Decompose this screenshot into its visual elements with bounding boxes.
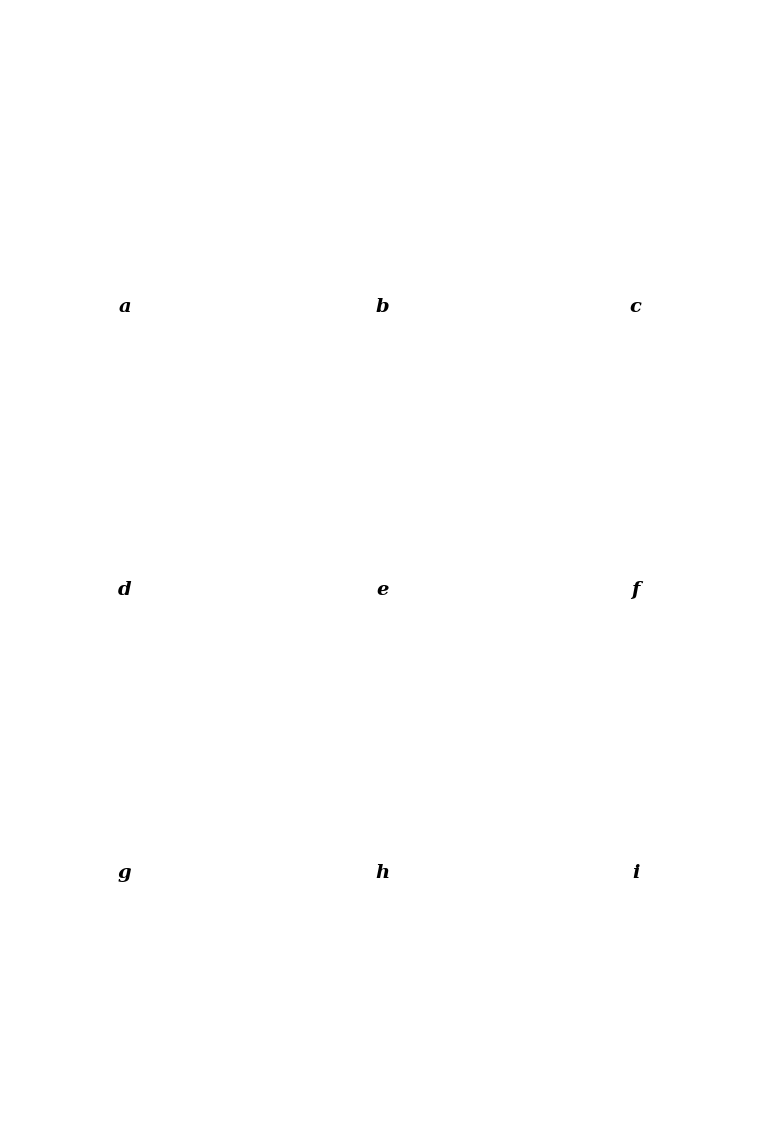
Text: f: f: [631, 581, 640, 599]
Text: b: b: [376, 298, 389, 316]
Text: c: c: [630, 298, 641, 316]
Text: e: e: [376, 581, 389, 599]
Text: a: a: [118, 298, 131, 316]
Text: g: g: [118, 864, 131, 883]
Text: i: i: [632, 864, 639, 883]
Text: h: h: [375, 864, 389, 883]
Text: d: d: [118, 581, 131, 599]
